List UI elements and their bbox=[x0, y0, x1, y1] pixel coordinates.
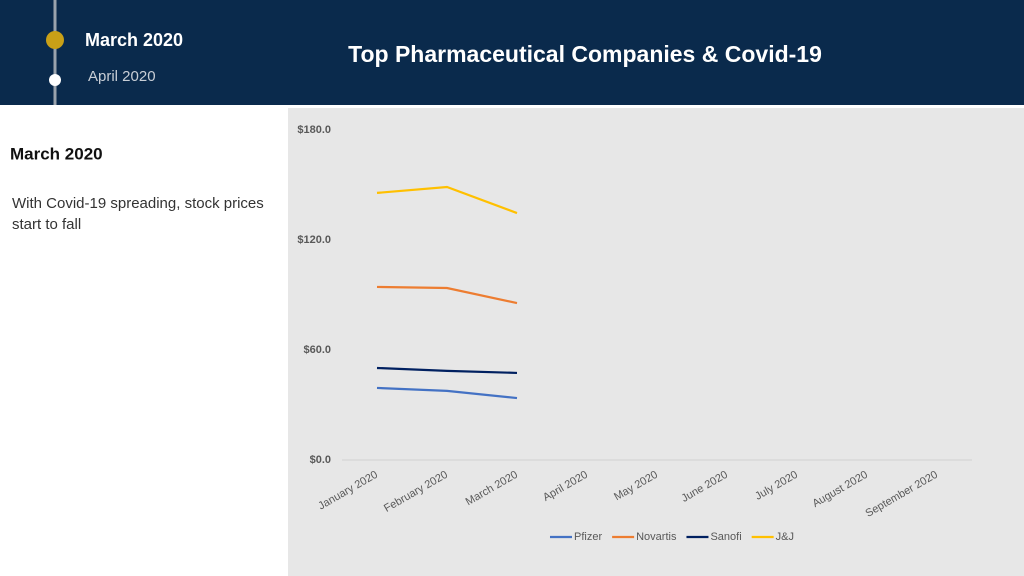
series-line bbox=[376, 366, 518, 375]
timeline-dot[interactable] bbox=[49, 74, 61, 86]
legend-label: Novartis bbox=[636, 531, 677, 543]
y-tick-label: $60.0 bbox=[303, 344, 331, 356]
legend-label: Pfizer bbox=[574, 531, 602, 543]
panel-text: With Covid-19 spreading, stock prices st… bbox=[12, 195, 264, 233]
timeline-item-active[interactable]: March 2020 bbox=[85, 30, 183, 50]
series-line bbox=[376, 185, 518, 215]
series-line bbox=[376, 386, 518, 400]
legend-label: J&J bbox=[776, 531, 794, 543]
series-line bbox=[376, 285, 518, 305]
y-tick-label: $180.0 bbox=[297, 124, 331, 136]
chart-area bbox=[288, 108, 1024, 576]
header bbox=[0, 0, 1024, 105]
timeline-item[interactable]: April 2020 bbox=[88, 68, 156, 85]
y-tick-label: $0.0 bbox=[310, 454, 331, 466]
slide-title: Top Pharmaceutical Companies & Covid-19 bbox=[348, 41, 822, 67]
timeline-dot-active[interactable] bbox=[46, 31, 64, 49]
y-tick-label: $120.0 bbox=[297, 234, 331, 246]
legend-label: Sanofi bbox=[710, 531, 741, 543]
panel-heading: March 2020 bbox=[10, 144, 103, 163]
